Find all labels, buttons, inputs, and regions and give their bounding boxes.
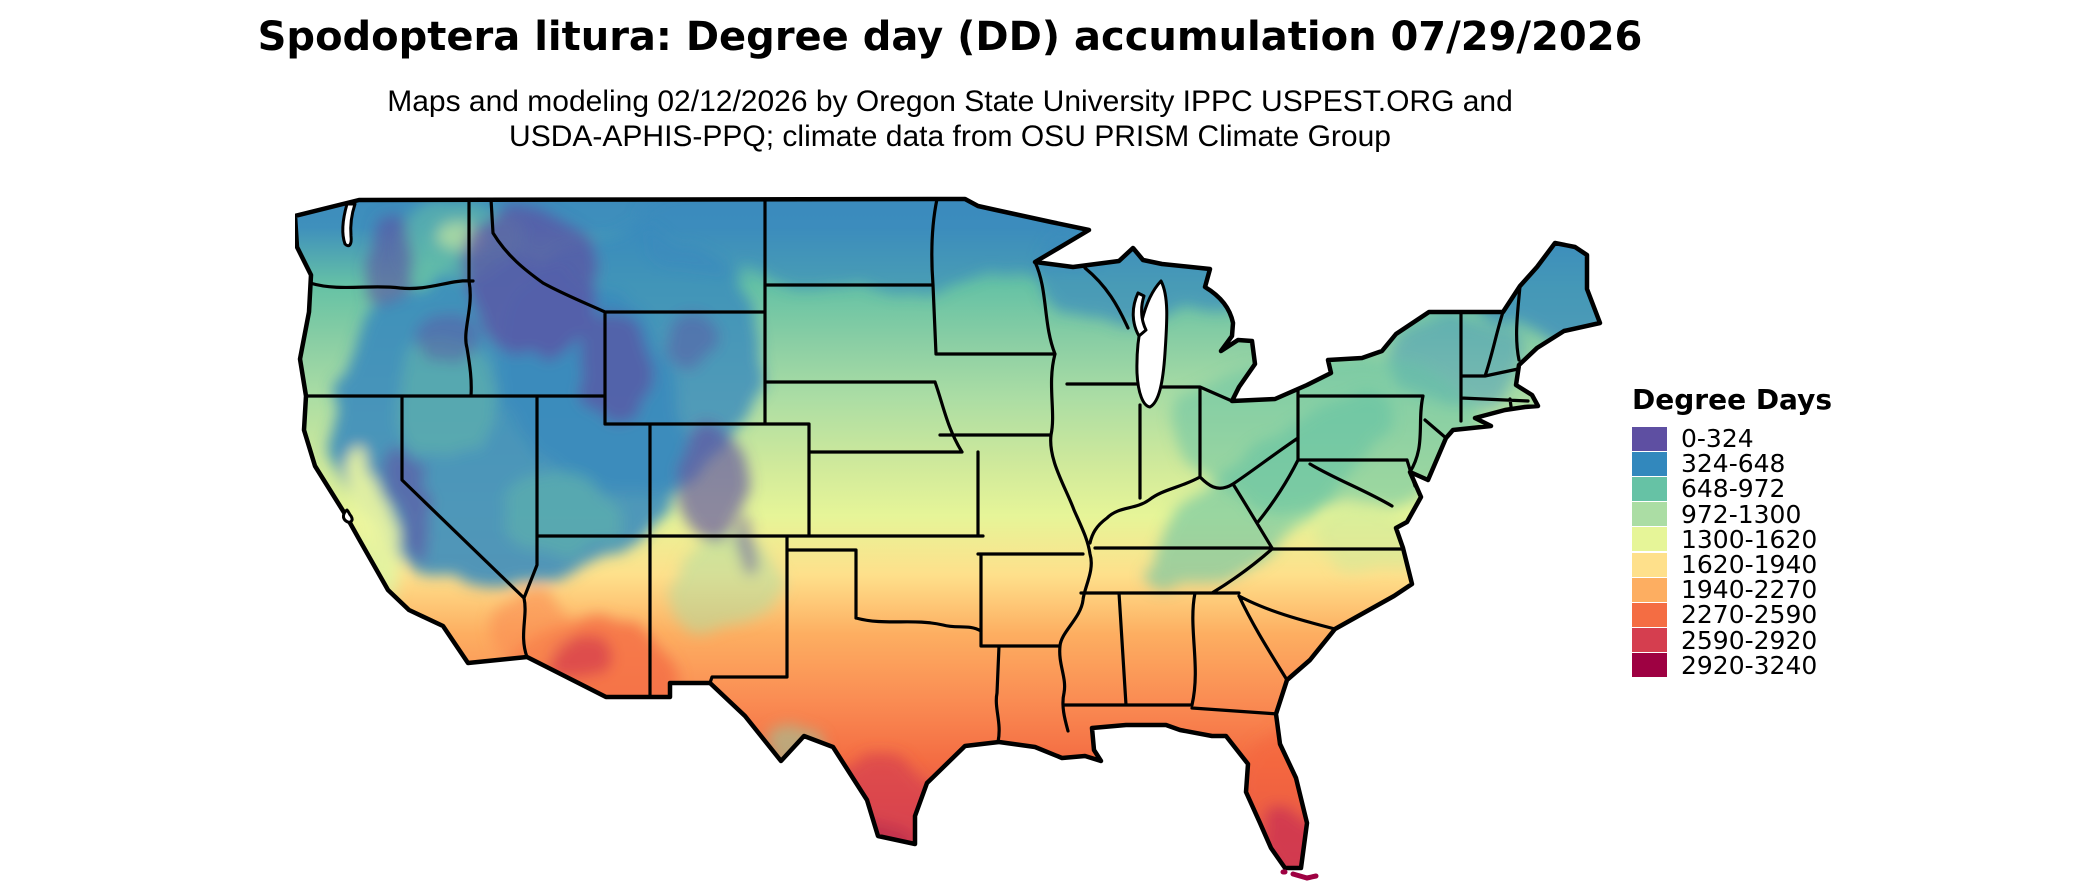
legend-row: 1940-2270 (1632, 577, 1832, 602)
legend-row: 0-324 (1632, 426, 1832, 451)
legend-title: Degree Days (1632, 383, 1833, 416)
legend-rows: 0-324 324-648 648-972 972-1300 1300-1620 1620… (1632, 426, 1832, 678)
green-bay (1131, 291, 1148, 338)
legend-label: 2590-2920 (1681, 625, 1818, 655)
legend-swatch (1632, 602, 1667, 627)
legend-row: 2920-3240 (1632, 653, 1832, 678)
legend-row: 1620-1940 (1632, 552, 1832, 577)
legend-label: 324-648 (1681, 449, 1786, 479)
legend-row: 324-648 (1632, 451, 1832, 476)
legend-swatch (1632, 451, 1667, 476)
subtitle-line-1: Maps and modeling 02/12/2026 by Oregon S… (387, 85, 1513, 118)
legend-label: 1940-2270 (1681, 575, 1818, 605)
legend-row: 648-972 (1632, 476, 1832, 501)
legend-row: 972-1300 (1632, 502, 1832, 527)
legend-swatch (1632, 653, 1667, 678)
legend-row: 2270-2590 (1632, 602, 1832, 627)
subtitle-line-2: USDA-APHIS-PPQ; climate data from OSU PR… (509, 120, 1391, 153)
raster-fill-layer (295, 199, 1600, 868)
legend-swatch (1632, 426, 1667, 451)
legend-label: 648-972 (1681, 474, 1786, 504)
legend-label: 1620-1940 (1681, 550, 1818, 580)
legend-swatch (1632, 628, 1667, 653)
map-svg (292, 196, 1603, 881)
puget-sound (341, 202, 357, 248)
legend-swatch (1632, 552, 1667, 577)
legend-label: 0-324 (1681, 424, 1754, 454)
legend-label: 2270-2590 (1681, 600, 1818, 630)
legend-row: 2590-2920 (1632, 628, 1832, 653)
us-outline (292, 196, 1603, 871)
legend-label: 2920-3240 (1681, 650, 1818, 680)
subtitle: Maps and modeling 02/12/2026 by Oregon S… (0, 84, 1900, 154)
water-bodies (341, 202, 1169, 524)
legend-swatch (1632, 527, 1667, 552)
legend-swatch (1632, 577, 1667, 602)
legend-swatch (1632, 502, 1667, 527)
san-francisco-bay (342, 508, 354, 524)
page-title: Spodoptera litura: Degree day (DD) accum… (257, 14, 1643, 60)
header: Spodoptera litura: Degree day (DD) accum… (0, 14, 1900, 60)
florida-keys (1280, 869, 1319, 881)
legend-label: 972-1300 (1681, 499, 1802, 529)
us-degree-day-map (292, 188, 1605, 888)
legend-swatch (1632, 476, 1667, 501)
legend-label: 1300-1620 (1681, 524, 1818, 554)
legend: Degree Days 0-324 324-648 648-972 972-1300 1… (1632, 383, 1832, 678)
legend-row: 1300-1620 (1632, 527, 1832, 552)
